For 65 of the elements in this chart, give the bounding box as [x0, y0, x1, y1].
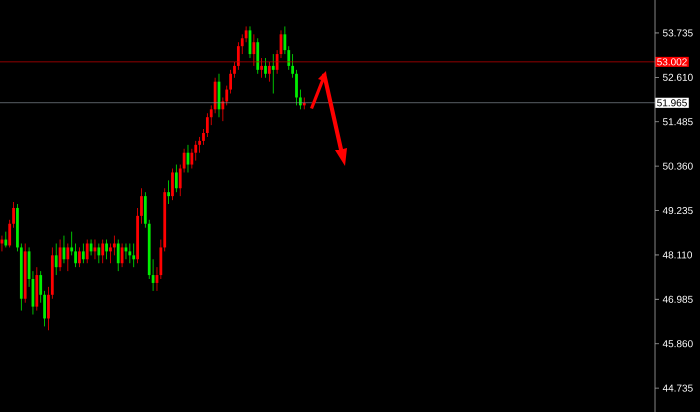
candlestick — [74, 243, 77, 268]
candlestick — [283, 26, 286, 54]
candlestick — [272, 54, 275, 94]
candlestick — [182, 148, 186, 173]
candlestick — [276, 50, 279, 74]
candlestick — [225, 85, 228, 106]
y-tick-label: 44.735 — [662, 384, 693, 392]
candlestick — [66, 243, 70, 272]
candlestick — [105, 239, 108, 260]
candlestick — [252, 34, 256, 66]
candlestick — [4, 231, 8, 248]
y-tick-label: 50.360 — [662, 162, 693, 170]
candlestick — [202, 128, 205, 146]
candlestick — [167, 180, 170, 204]
candlestick — [124, 243, 128, 260]
candlestick — [295, 69, 298, 106]
candlestick — [12, 202, 15, 228]
candlestick — [128, 243, 132, 264]
candlestick — [156, 266, 158, 292]
candlestick — [298, 89, 302, 110]
candlestick — [86, 239, 89, 264]
candlestick — [233, 62, 236, 78]
y-tick-label: 51.485 — [662, 118, 693, 126]
candlestick — [0, 235, 4, 252]
candlestick — [132, 243, 136, 268]
candlestick — [244, 26, 248, 43]
candlestick — [90, 239, 92, 256]
candlestick — [82, 243, 85, 264]
candlestick — [120, 243, 124, 268]
candlestick — [229, 69, 232, 94]
candlestick — [221, 97, 224, 122]
candlestick — [236, 42, 240, 70]
candlestick — [112, 235, 116, 256]
candlestick — [101, 239, 104, 264]
candlestick — [248, 26, 252, 58]
candlestick — [43, 290, 46, 327]
candlestick — [186, 144, 190, 173]
candlestick — [264, 58, 267, 78]
candlestick — [62, 235, 66, 264]
candlestick — [94, 239, 96, 260]
candlestick — [78, 247, 81, 268]
ref-line-label: 51.965 — [657, 99, 687, 106]
candlestick — [268, 62, 271, 82]
y-tick-label: 49.235 — [662, 207, 693, 214]
candlestick — [58, 239, 62, 272]
candlestick — [206, 112, 209, 138]
candlestick — [190, 148, 194, 169]
y-tick-label: 45.860 — [662, 340, 693, 348]
ref-line-label: 53.002 — [657, 58, 687, 66]
y-tick-label: 46.985 — [662, 296, 693, 303]
candlestick — [198, 136, 201, 154]
candlestick — [152, 258, 154, 292]
candlestick — [97, 243, 100, 264]
candlestick — [70, 231, 74, 256]
candlestick — [109, 243, 112, 264]
candlestick — [280, 30, 282, 58]
y-tick-label: 48.110 — [662, 251, 692, 258]
candlestick — [260, 58, 264, 78]
candlestick — [47, 286, 50, 331]
candlestick — [140, 188, 143, 224]
candlestick — [291, 54, 294, 78]
y-tick-label: 53.735 — [662, 29, 693, 36]
candlestick — [171, 168, 174, 200]
candlestick — [39, 270, 42, 304]
y-tick-label: 52.610 — [662, 74, 693, 81]
